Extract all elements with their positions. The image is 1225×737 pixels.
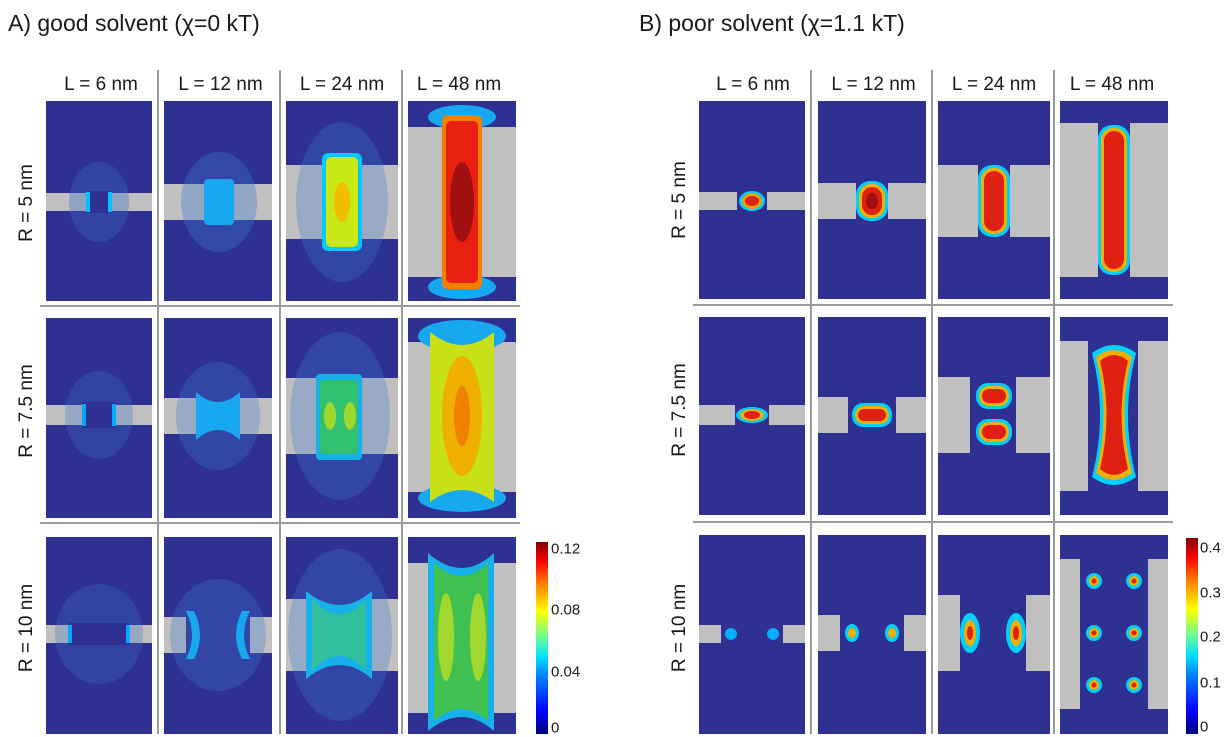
map-b-r7-l24 xyxy=(938,317,1050,515)
separator xyxy=(401,70,403,734)
colorbar-b-tick: 0.4 xyxy=(1200,540,1221,557)
separator xyxy=(40,522,520,524)
separator xyxy=(157,70,159,734)
map-a-r10-l24 xyxy=(286,537,398,734)
colorbar-a xyxy=(536,542,548,734)
col-a-1: L = 12 nm xyxy=(163,74,278,96)
separator xyxy=(40,305,520,307)
col-b-2: L = 24 nm xyxy=(934,74,1054,96)
separator xyxy=(279,70,281,734)
map-a-r5-l12 xyxy=(164,101,272,301)
colorbar-b-tick: 0.1 xyxy=(1200,675,1221,692)
map-a-r5-l6 xyxy=(46,101,152,301)
map-a-r7-l24 xyxy=(286,318,398,518)
map-a-r5-l48 xyxy=(408,101,516,301)
map-a-r10-l6 xyxy=(46,537,152,734)
map-b-r7-l6 xyxy=(699,317,805,515)
row-b-1: R = 7.5 nm xyxy=(669,363,691,456)
col-b-3: L = 48 nm xyxy=(1056,74,1168,96)
separator xyxy=(810,70,812,734)
map-a-r7-l12 xyxy=(164,318,272,518)
colorbar-a-tick: 0.08 xyxy=(551,602,580,619)
col-a-0: L = 6 nm xyxy=(46,74,156,96)
colorbar-b-tick: 0.2 xyxy=(1200,629,1221,646)
separator xyxy=(931,70,933,734)
map-b-r10-l6 xyxy=(699,535,805,734)
col-b-1: L = 12 nm xyxy=(816,74,931,96)
separator xyxy=(693,521,1173,523)
map-b-r5-l24 xyxy=(938,101,1050,299)
separator xyxy=(1053,70,1055,734)
map-b-r5-l6 xyxy=(699,101,805,299)
colorbar-a-tick: 0.12 xyxy=(551,541,580,558)
panel-a-title: A) good solvent (χ=0 kT) xyxy=(8,10,260,37)
col-b-0: L = 6 nm xyxy=(698,74,808,96)
map-b-r7-l48 xyxy=(1060,317,1168,515)
row-b-0: R = 5 nm xyxy=(669,161,691,239)
col-a-2: L = 24 nm xyxy=(282,74,402,96)
colorbar-b-tick: 0.3 xyxy=(1200,585,1221,602)
row-a-0: R = 5 nm xyxy=(16,164,38,242)
map-a-r10-l12 xyxy=(164,537,272,734)
panel-b-title: B) poor solvent (χ=1.1 kT) xyxy=(639,10,905,37)
row-b-2: R = 10 nm xyxy=(669,584,691,672)
map-b-r5-l12 xyxy=(818,101,926,299)
map-b-r10-l48 xyxy=(1060,535,1168,734)
map-a-r5-l24 xyxy=(286,101,398,301)
colorbar-a-tick: 0.04 xyxy=(551,664,580,681)
map-a-r10-l48 xyxy=(408,537,516,734)
map-b-r5-l48 xyxy=(1060,101,1168,299)
colorbar-b-tick: 0 xyxy=(1200,719,1208,736)
map-a-r7-l6 xyxy=(46,318,152,518)
row-a-2: R = 10 nm xyxy=(16,584,38,672)
separator xyxy=(693,304,1173,306)
map-a-r7-l48 xyxy=(408,318,516,518)
col-a-3: L = 48 nm xyxy=(403,74,515,96)
map-b-r7-l12 xyxy=(818,317,926,515)
map-b-r10-l24 xyxy=(938,535,1050,734)
map-b-r10-l12 xyxy=(818,535,926,734)
row-a-1: R = 7.5 nm xyxy=(16,364,38,457)
colorbar-b xyxy=(1186,538,1198,734)
